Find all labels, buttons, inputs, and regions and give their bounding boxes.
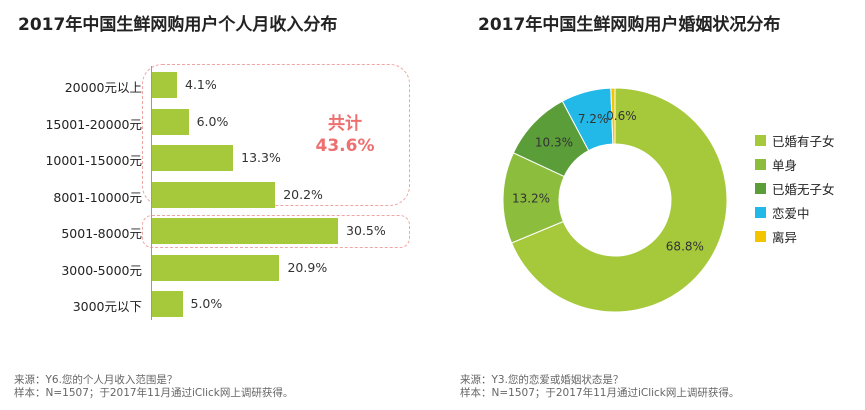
top-bracket-highlight-box [142, 215, 410, 248]
donut-chart-sample: 样本：N=1507；于2017年11月通过iClick网上调研获得。 [460, 387, 740, 399]
legend-swatch [755, 182, 766, 194]
donut-slice-label: 0.6% [606, 109, 637, 123]
donut-chart: 68.8% 13.2% 10.3% 7.2%0.6% [502, 87, 728, 313]
donut-slice [610, 87, 616, 145]
bar-chart-axis [151, 66, 152, 320]
bar-chart-sample: 样本：N=1507；于2017年11月通过iClick网上调研获得。 [14, 387, 294, 399]
legend-item: 已婚无子女 [755, 178, 835, 198]
category-label: 3000元以下 [72, 299, 142, 314]
bar [152, 108, 189, 135]
legend-swatch [755, 134, 766, 146]
legend-label: 恋爱中 [772, 205, 810, 221]
bar [152, 72, 177, 98]
donut-slice-label: 13.2% [512, 191, 550, 205]
legend-swatch [755, 158, 766, 170]
high-income-highlight-box [142, 64, 410, 206]
donut-slice-label: 10.3% [535, 135, 573, 149]
bar-chart-source-note: 来源：Y6.您的个人月收入范围是？ 样本：N=1507；于2017年11月通过i… [14, 374, 293, 400]
bar-value-label: 5.0% [190, 296, 223, 311]
bar [152, 145, 234, 171]
total-annotation: 共计 43.6% [285, 113, 405, 157]
bar-value-label: 20.9% [287, 259, 328, 275]
bar [152, 254, 280, 281]
bar-value-label: 20.2% [283, 186, 323, 202]
bar [152, 291, 183, 317]
bar [152, 181, 276, 208]
bar-value-label: 30.5% [346, 223, 386, 238]
bar-chart-source: 来源：Y6.您的个人月收入范围是？ [14, 374, 178, 386]
legend-item: 单身 [755, 154, 835, 174]
category-label: 3000-5000元 [61, 262, 142, 278]
category-label: 15001-20000元 [45, 116, 142, 132]
bar-chart-title: 2017年中国生鲜网购用户个人月收入分布 [18, 15, 338, 35]
donut-chart-title: 2017年中国生鲜网购用户婚姻状况分布 [478, 15, 781, 35]
donut-legend: 已婚有子女单身已婚无子女恋爱中离异 [755, 130, 835, 250]
legend-item: 离异 [755, 226, 835, 246]
legend-item: 已婚有子女 [755, 130, 835, 150]
category-label: 10001-15000元 [45, 153, 142, 168]
category-label: 20000元以上 [64, 80, 142, 95]
legend-label: 离异 [772, 229, 798, 245]
bar [152, 218, 339, 244]
category-label: 8001-10000元 [53, 189, 142, 205]
total-value: 43.6% [315, 136, 375, 156]
donut-slice [510, 87, 728, 313]
total-label: 共计 [328, 114, 362, 134]
bar-value-label: 13.3% [241, 150, 281, 165]
bar-value-label: 6.0% [196, 113, 229, 129]
legend-label: 已婚无子女 [772, 181, 835, 197]
donut-slice-label: 68.8% [666, 240, 704, 254]
donut-slice-label: 7.2% [578, 112, 609, 126]
legend-swatch [755, 206, 766, 218]
legend-swatch [755, 230, 766, 242]
legend-label: 单身 [772, 157, 798, 173]
donut-chart-source-note: 来源：Y3.您的恋爱或婚姻状态是？ 样本：N=1507；于2017年11月通过i… [460, 374, 739, 400]
donut-chart-source: 来源：Y3.您的恋爱或婚姻状态是？ [460, 374, 624, 386]
bar-value-label: 4.1% [185, 77, 217, 92]
legend-label: 已婚有子女 [772, 133, 835, 149]
category-label: 5001-8000元 [61, 226, 142, 241]
legend-item: 恋爱中 [755, 202, 835, 222]
